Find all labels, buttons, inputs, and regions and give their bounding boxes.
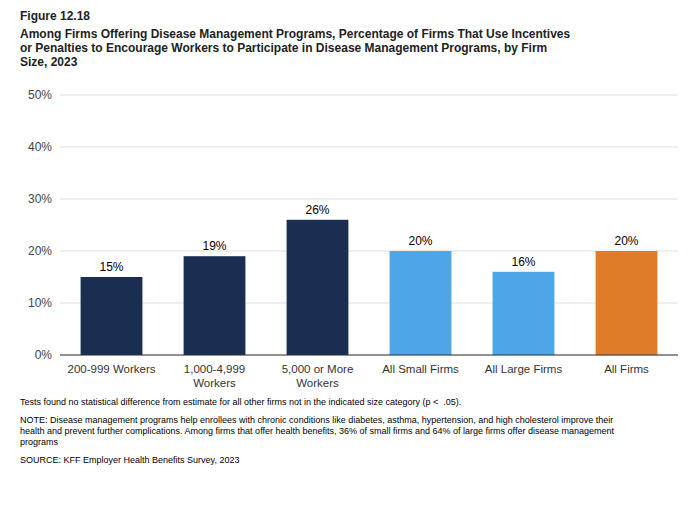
text-line: Tests found no statistical difference fr… xyxy=(20,397,461,407)
footnote: NOTE: Disease management programs help e… xyxy=(20,415,614,447)
data-labels: 15% 19% 26% 20% 16% 20% xyxy=(99,203,638,274)
bar xyxy=(390,251,452,355)
subtitle: Among Firms Offering Disease Management … xyxy=(20,27,570,69)
data-label: 20% xyxy=(614,234,638,248)
text-line: 200-999 Workers xyxy=(68,363,156,375)
x-tick-label: 5,000 or More Workers xyxy=(282,363,354,389)
grid-line xyxy=(60,355,678,356)
grid xyxy=(60,95,678,355)
x-tick-label: All Large Firms xyxy=(485,363,563,375)
x-tick-label: 200-999 Workers xyxy=(68,363,156,375)
x-axis: 200-999 Workers1,000-4,999Workers5,000 o… xyxy=(60,355,678,389)
title: Figure 12.18 xyxy=(20,9,90,23)
grid-line xyxy=(60,303,678,304)
y-axis: 0% 10% 20% 30% 40% 50% xyxy=(28,88,52,362)
text-line: All Firms xyxy=(604,363,649,375)
x-tick-label: All Small Firms xyxy=(382,363,459,375)
bar xyxy=(81,277,143,355)
bar xyxy=(493,272,555,355)
y-tick-label: 10% xyxy=(28,296,52,310)
grid-line xyxy=(60,95,678,96)
x-tick-label: All Firms xyxy=(604,363,649,375)
grid-line xyxy=(60,251,678,252)
footnote: Tests found no statistical difference fr… xyxy=(20,397,461,407)
text-line: Workers xyxy=(193,377,236,389)
text-line: NOTE: Disease management programs help e… xyxy=(20,415,613,425)
data-label: 19% xyxy=(202,239,226,253)
text-line: Size, 2023 xyxy=(20,55,78,69)
text-line: 1,000-4,999 xyxy=(184,363,245,375)
data-label: 20% xyxy=(408,234,432,248)
text-line: Among Firms Offering Disease Management … xyxy=(20,27,570,41)
footnote: SOURCE: KFF Employer Health Benefits Sur… xyxy=(20,455,239,465)
text-line: All Large Firms xyxy=(485,363,563,375)
data-label: 26% xyxy=(305,203,329,217)
text-line: Figure 12.18 xyxy=(20,9,90,23)
text-line: SOURCE: KFF Employer Health Benefits Sur… xyxy=(20,455,239,465)
grid-line xyxy=(60,147,678,148)
bar xyxy=(596,251,658,355)
grid-line xyxy=(60,199,678,200)
y-tick-label: 30% xyxy=(28,192,52,206)
x-tick-label: 1,000-4,999 Workers xyxy=(184,363,245,389)
text-line: or Penalties to Encourage Workers to Par… xyxy=(20,41,547,55)
text-line: health and prevent further complications… xyxy=(20,426,614,436)
data-label: 16% xyxy=(511,255,535,269)
x-axis-line xyxy=(60,355,678,356)
y-tick-label: 50% xyxy=(28,88,52,102)
text-line: All Small Firms xyxy=(382,363,459,375)
y-tick-label: 0% xyxy=(35,348,53,362)
data-label: 15% xyxy=(99,260,123,274)
footnotes: Tests found no statistical difference fr… xyxy=(20,397,614,465)
chart: Figure 12.18 Among Firms Offering Disease… xyxy=(0,0,698,525)
bar xyxy=(287,220,349,355)
bars xyxy=(81,220,658,355)
y-tick-label: 40% xyxy=(28,140,52,154)
bar xyxy=(184,256,246,355)
text-line: Workers xyxy=(296,377,339,389)
text-line: 5,000 or More xyxy=(282,363,354,375)
y-tick-label: 20% xyxy=(28,244,52,258)
text-line: programs xyxy=(20,437,59,447)
